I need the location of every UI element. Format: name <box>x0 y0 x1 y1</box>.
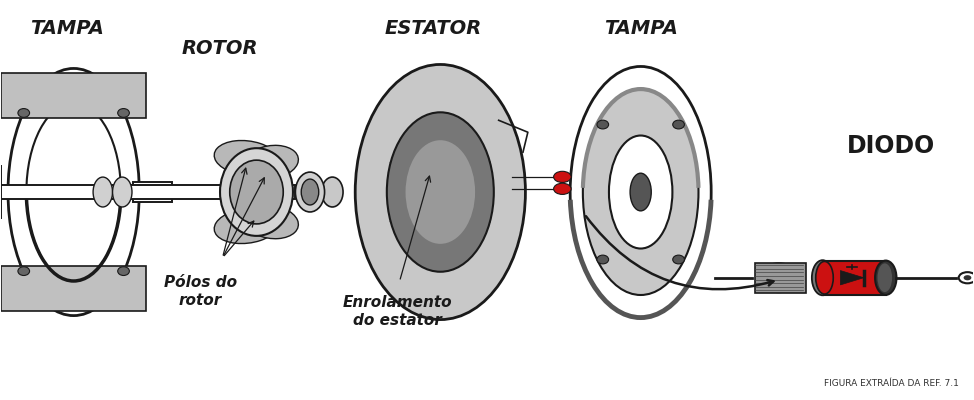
Ellipse shape <box>609 136 672 248</box>
Text: Pólos do
rotor: Pólos do rotor <box>164 276 237 308</box>
Ellipse shape <box>570 66 711 318</box>
Text: ROTOR: ROTOR <box>181 39 258 58</box>
Text: TAMPA: TAMPA <box>30 19 104 38</box>
Ellipse shape <box>395 190 444 224</box>
Ellipse shape <box>400 218 491 232</box>
Bar <box>1 74 146 118</box>
Ellipse shape <box>816 261 833 294</box>
Bar <box>0 166 1 218</box>
Ellipse shape <box>582 89 698 295</box>
Bar <box>132 182 171 202</box>
Ellipse shape <box>958 272 974 283</box>
Ellipse shape <box>597 255 609 264</box>
Text: TAMPA: TAMPA <box>604 19 678 38</box>
Ellipse shape <box>244 205 298 239</box>
Ellipse shape <box>400 152 491 166</box>
Ellipse shape <box>963 275 971 280</box>
Ellipse shape <box>447 173 478 211</box>
Ellipse shape <box>301 179 318 205</box>
Ellipse shape <box>18 267 29 276</box>
Ellipse shape <box>405 140 475 244</box>
Bar <box>1 266 146 311</box>
Ellipse shape <box>387 112 494 272</box>
Text: DIODO: DIODO <box>846 134 935 158</box>
Ellipse shape <box>118 108 130 117</box>
Ellipse shape <box>113 177 132 207</box>
Ellipse shape <box>214 208 280 244</box>
Ellipse shape <box>436 190 485 224</box>
Text: Enrolamento
do estator: Enrolamento do estator <box>343 296 452 328</box>
Ellipse shape <box>875 260 896 295</box>
Ellipse shape <box>391 218 480 232</box>
Ellipse shape <box>436 160 485 195</box>
Ellipse shape <box>118 267 130 276</box>
Ellipse shape <box>395 160 444 195</box>
Ellipse shape <box>673 255 685 264</box>
Ellipse shape <box>553 171 571 182</box>
Ellipse shape <box>759 263 800 292</box>
Ellipse shape <box>812 260 833 295</box>
Ellipse shape <box>220 148 293 236</box>
Ellipse shape <box>878 263 892 292</box>
Ellipse shape <box>94 177 113 207</box>
Ellipse shape <box>321 177 343 207</box>
Text: ESTATOR: ESTATOR <box>385 19 482 38</box>
Ellipse shape <box>26 103 121 281</box>
Ellipse shape <box>673 120 685 129</box>
Ellipse shape <box>391 152 480 166</box>
Ellipse shape <box>230 160 283 224</box>
Ellipse shape <box>389 153 464 178</box>
Ellipse shape <box>553 183 571 194</box>
Bar <box>1 185 295 199</box>
Text: FIGURA EXTRAÍDA DA REF. 7.1: FIGURA EXTRAÍDA DA REF. 7.1 <box>824 379 958 388</box>
Ellipse shape <box>402 173 433 211</box>
Ellipse shape <box>295 172 324 212</box>
Ellipse shape <box>18 108 29 117</box>
Polygon shape <box>841 270 864 285</box>
Ellipse shape <box>389 206 464 231</box>
Ellipse shape <box>417 206 492 231</box>
Bar <box>825 260 885 295</box>
Ellipse shape <box>356 64 525 320</box>
Ellipse shape <box>214 140 280 176</box>
Ellipse shape <box>8 68 139 316</box>
Ellipse shape <box>417 153 492 178</box>
Ellipse shape <box>597 120 609 129</box>
Ellipse shape <box>630 173 652 211</box>
Ellipse shape <box>244 145 298 179</box>
Bar <box>755 262 805 293</box>
